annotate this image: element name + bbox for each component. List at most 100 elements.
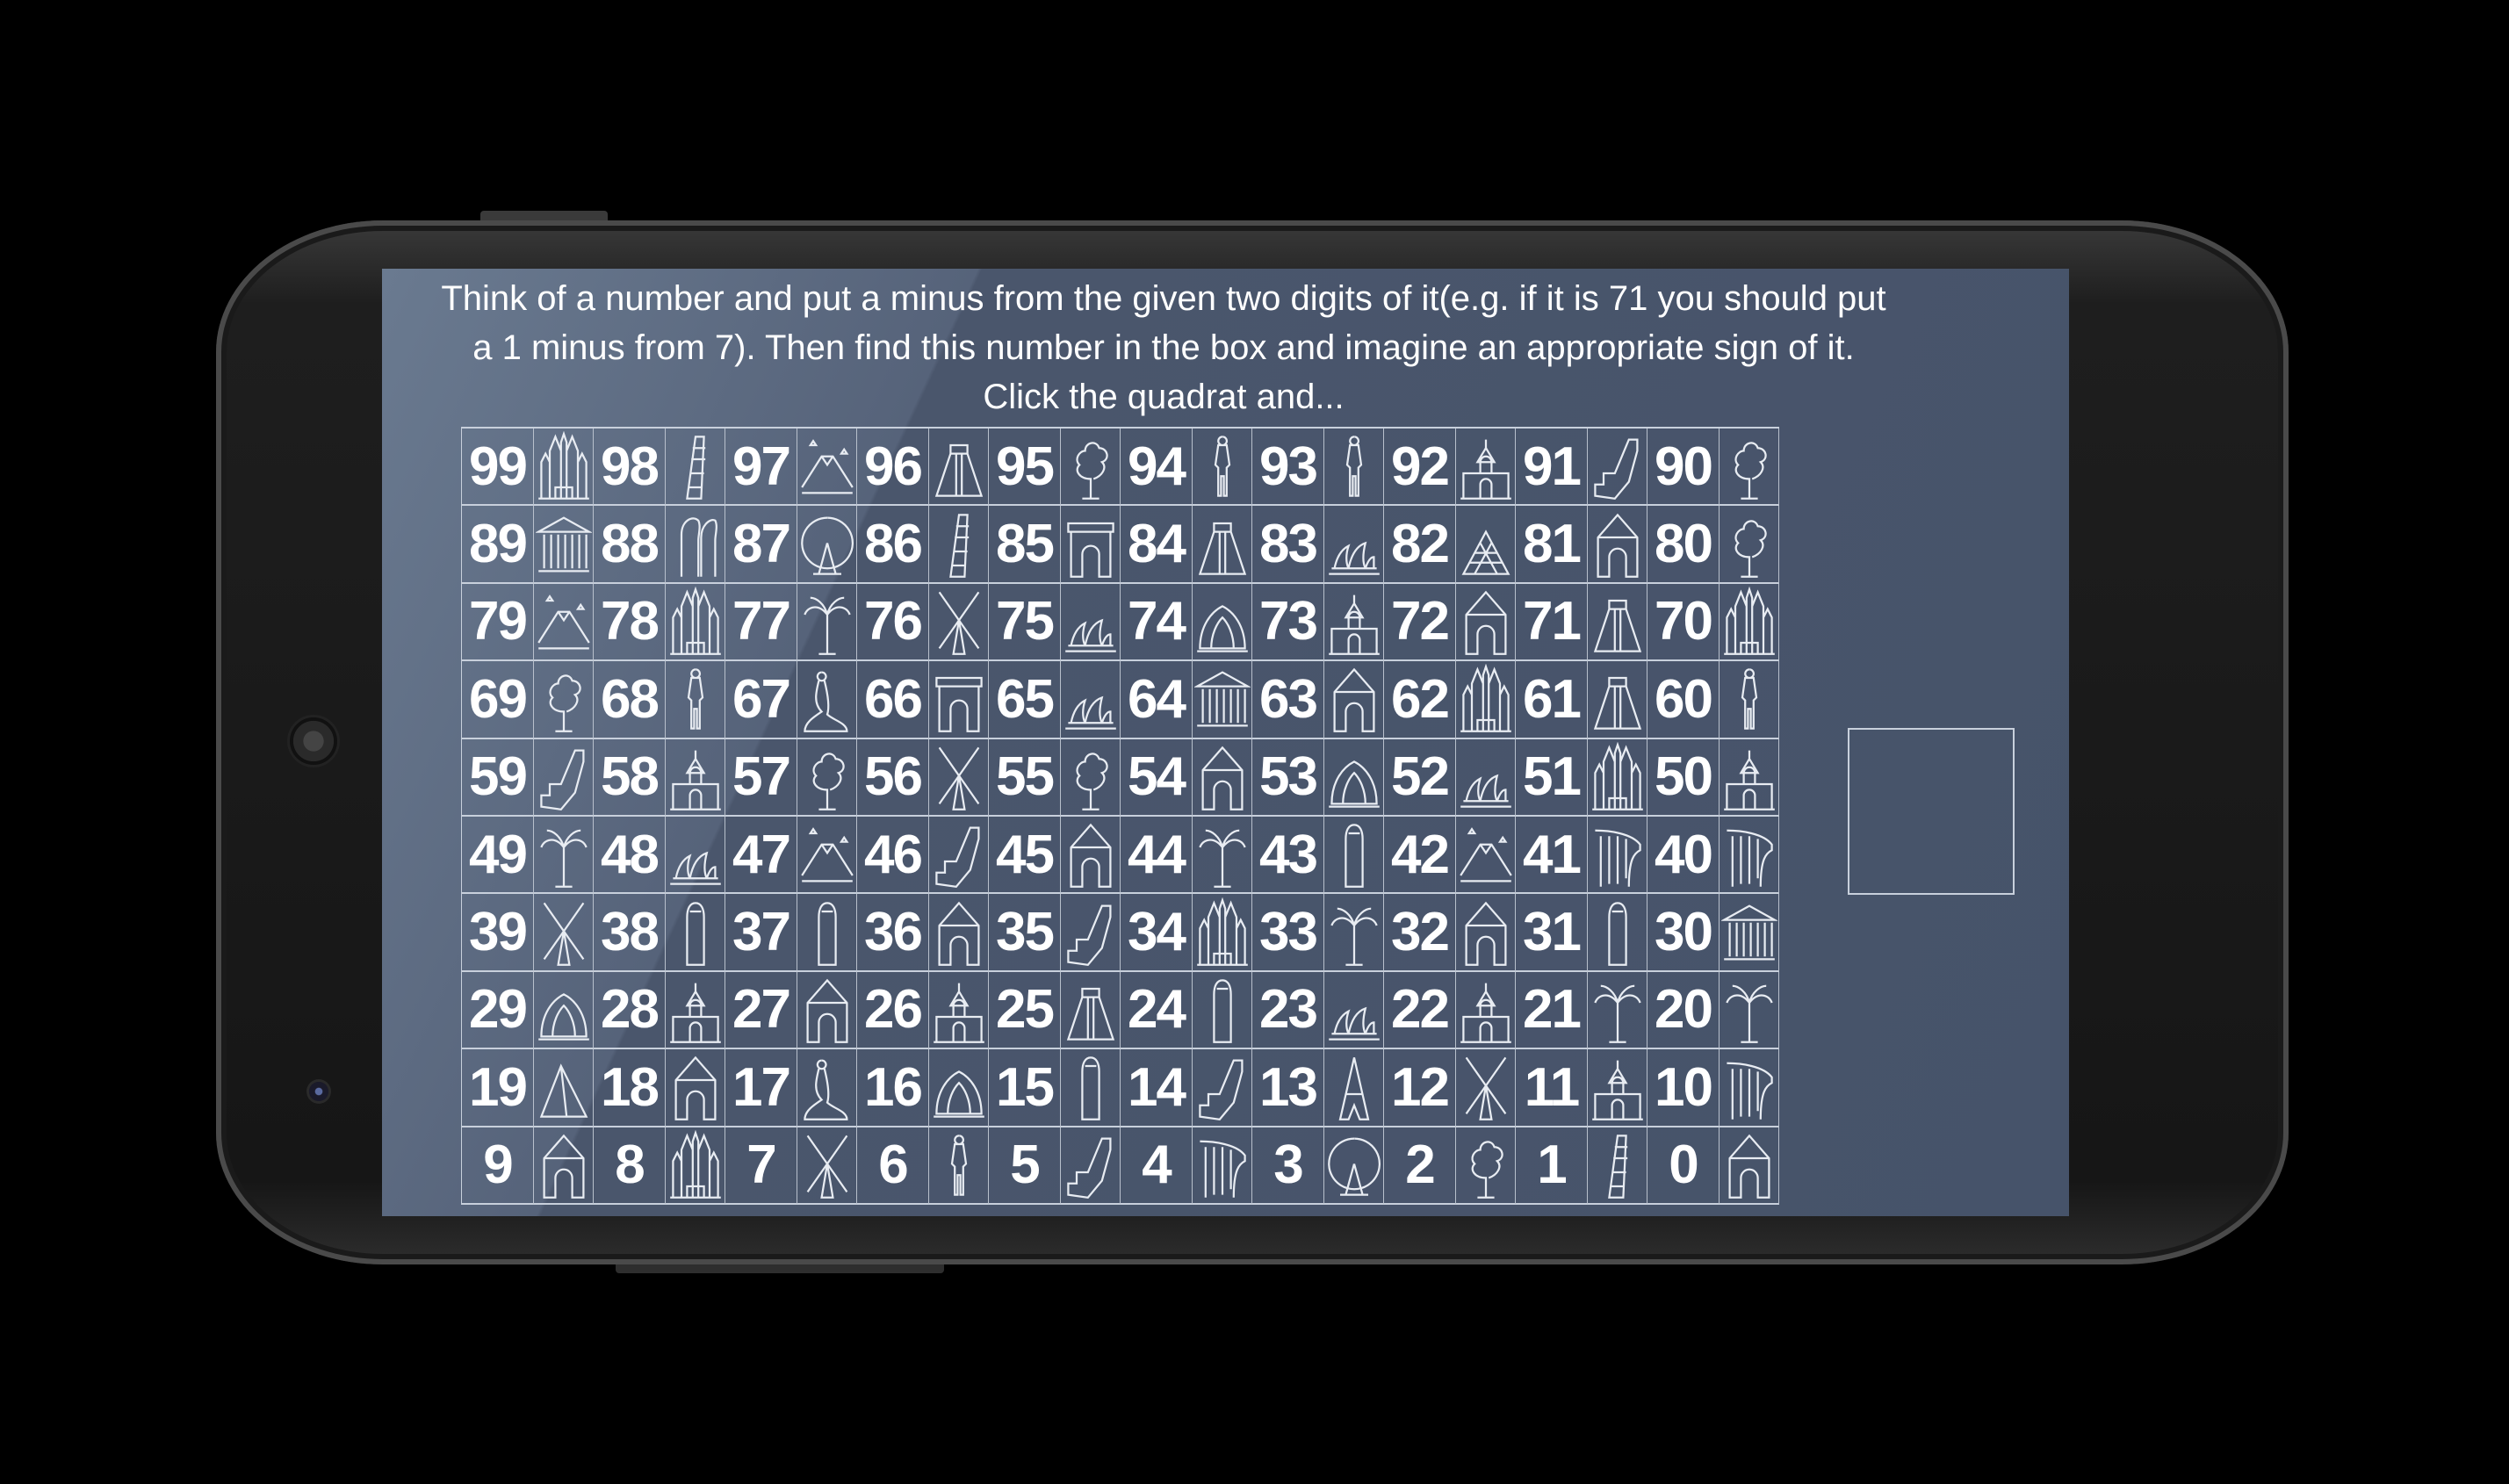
lotus-temple-icon (1193, 583, 1252, 662)
number-cell: 21 (1516, 971, 1588, 1050)
number-cell: 71 (1516, 583, 1588, 662)
palm-trees-icon (1720, 971, 1779, 1050)
chichen-itza-icon (1588, 583, 1647, 662)
number-cell: 95 (989, 429, 1061, 507)
cathedral-icon (1588, 738, 1647, 817)
number-cell: 84 (1121, 506, 1193, 584)
number-cell: 52 (1384, 738, 1456, 817)
number-cell: 45 (989, 816, 1061, 895)
quadrat-button[interactable] (1848, 728, 2015, 895)
number-cell: 17 (725, 1049, 797, 1127)
number-cell: 79 (462, 583, 534, 662)
taj-mahal-icon (666, 738, 725, 817)
robed-figure-icon (1588, 894, 1647, 972)
taj-mahal-icon (929, 971, 989, 1050)
cathedral-icon (666, 1127, 725, 1205)
david-statue-icon (1720, 661, 1779, 739)
number-cell: 56 (857, 738, 929, 817)
little-mermaid-icon (797, 661, 857, 739)
windmill-icon (929, 738, 989, 817)
number-cell: 54 (1121, 738, 1193, 817)
number-cell: 13 (1252, 1049, 1324, 1127)
number-cell: 92 (1384, 429, 1456, 507)
great-wall-icon (534, 738, 594, 817)
number-cell: 65 (989, 661, 1061, 739)
windmill-icon (929, 583, 989, 662)
number-cell: 24 (1121, 971, 1193, 1050)
triumphal-arch-icon (929, 661, 989, 739)
number-cell: 81 (1516, 506, 1588, 584)
palm-trees-icon (797, 583, 857, 662)
sydney-opera-icon (1061, 583, 1121, 662)
david-statue-icon (1324, 429, 1384, 507)
chichen-itza-icon (1588, 661, 1647, 739)
number-cell: 8 (594, 1127, 666, 1205)
windmill-icon (534, 894, 594, 972)
chichen-itza-icon (929, 429, 989, 507)
number-cell: 12 (1384, 1049, 1456, 1127)
number-cell: 85 (989, 506, 1061, 584)
cathedral-icon (1456, 661, 1516, 739)
number-cell: 93 (1252, 429, 1324, 507)
tree-icon (1720, 506, 1779, 584)
number-cell: 42 (1384, 816, 1456, 895)
cathedral-icon (1720, 583, 1779, 662)
number-cell: 70 (1647, 583, 1720, 662)
number-cell: 26 (857, 971, 929, 1050)
number-cell: 7 (725, 1127, 797, 1205)
taj-mahal-icon (1324, 583, 1384, 662)
number-cell: 36 (857, 894, 929, 972)
robed-figure-icon (1061, 1049, 1121, 1127)
taj-mahal-icon (1720, 738, 1779, 817)
number-cell: 49 (462, 816, 534, 895)
number-cell: 88 (594, 506, 666, 584)
number-cell: 78 (594, 583, 666, 662)
number-cell: 98 (594, 429, 666, 507)
number-cell: 3 (1252, 1127, 1324, 1205)
number-cell: 16 (857, 1049, 929, 1127)
number-cell: 10 (1647, 1049, 1720, 1127)
number-cell: 90 (1647, 429, 1720, 507)
domed-gate-icon (1456, 583, 1516, 662)
pyramid-icon (534, 1049, 594, 1127)
number-cell: 32 (1384, 894, 1456, 972)
number-cell: 22 (1384, 971, 1456, 1050)
number-cell: 0 (1647, 1127, 1720, 1205)
mount-fuji-icon (797, 816, 857, 895)
speaker-icon (290, 717, 337, 765)
david-statue-icon (929, 1127, 989, 1205)
taj-mahal-icon (1588, 1049, 1647, 1127)
mount-fuji-icon (1456, 816, 1516, 895)
number-cell: 27 (725, 971, 797, 1050)
sydney-opera-icon (666, 816, 725, 895)
domed-gate-icon (534, 1127, 594, 1205)
number-cell: 18 (594, 1049, 666, 1127)
palm-trees-icon (1588, 971, 1647, 1050)
number-cell: 68 (594, 661, 666, 739)
number-cell: 25 (989, 971, 1061, 1050)
cathedral-icon (1193, 894, 1252, 972)
number-cell: 39 (462, 894, 534, 972)
number-cell: 57 (725, 738, 797, 817)
number-cell: 76 (857, 583, 929, 662)
number-cell: 40 (1647, 816, 1720, 895)
london-eye-icon (797, 506, 857, 584)
number-cell: 5 (989, 1127, 1061, 1205)
number-cell: 80 (1647, 506, 1720, 584)
lotus-temple-icon (929, 1049, 989, 1127)
david-statue-icon (666, 661, 725, 739)
louvre-pyramid-icon (1456, 506, 1516, 584)
number-cell: 6 (857, 1127, 929, 1205)
taj-mahal-icon (666, 971, 725, 1050)
number-cell: 11 (1516, 1049, 1588, 1127)
number-cell: 15 (989, 1049, 1061, 1127)
lotus-temple-icon (534, 971, 594, 1050)
number-cell: 91 (1516, 429, 1588, 507)
chichen-itza-icon (1061, 971, 1121, 1050)
david-statue-icon (1193, 429, 1252, 507)
tree-icon (1720, 429, 1779, 507)
waterfall-icon (1588, 816, 1647, 895)
taj-mahal-icon (1456, 429, 1516, 507)
domed-gate-icon (1456, 894, 1516, 972)
parthenon-icon (1193, 661, 1252, 739)
